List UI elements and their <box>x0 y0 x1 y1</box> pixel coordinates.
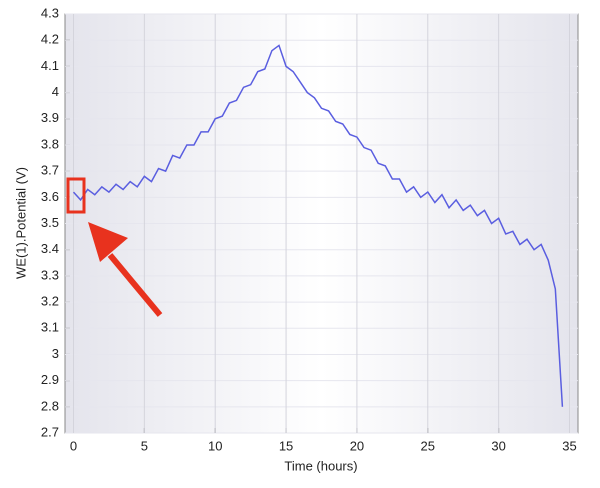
x-tick-label: 10 <box>208 438 222 453</box>
y-axis-label: WE(1).Potential (V) <box>13 167 28 279</box>
y-tick-label: 4.1 <box>41 58 59 73</box>
y-tick-label: 3.8 <box>41 136 59 151</box>
y-tick-label: 3.3 <box>41 267 59 282</box>
x-tick-label: 25 <box>421 438 435 453</box>
y-tick-label: 4.2 <box>41 32 59 47</box>
highlight-box <box>66 177 86 214</box>
y-tick-label: 3.7 <box>41 163 59 178</box>
x-axis-label: Time (hours) <box>284 458 357 473</box>
y-tick-label: 3 <box>52 346 59 361</box>
marks <box>72 44 564 407</box>
x-tick-label: 20 <box>350 438 364 453</box>
x-tick-label: 15 <box>279 438 293 453</box>
y-tick-label: 3.9 <box>41 110 59 125</box>
grid <box>65 13 578 434</box>
y-tick-label: 2.8 <box>41 398 59 413</box>
y-tick-label: 2.9 <box>41 372 59 387</box>
arrow-shaft <box>107 253 163 317</box>
y-tick-label: 3.6 <box>41 189 59 204</box>
y-tick-label: 3.1 <box>41 320 59 335</box>
y-tick-label: 4 <box>52 84 59 99</box>
y-tick-label: 2.7 <box>41 424 59 439</box>
data-line <box>72 44 564 407</box>
x-tick-label: 5 <box>141 438 148 453</box>
y-tick-label: 3.2 <box>41 294 59 309</box>
arrow-head <box>88 222 128 262</box>
x-tick-label: 0 <box>70 438 77 453</box>
x-tick-label: 35 <box>562 438 576 453</box>
y-tick-label: 4.3 <box>41 5 59 20</box>
y-tick-label: 3.5 <box>41 215 59 230</box>
x-tick-label: 30 <box>491 438 505 453</box>
y-tick-label: 3.4 <box>41 241 59 256</box>
